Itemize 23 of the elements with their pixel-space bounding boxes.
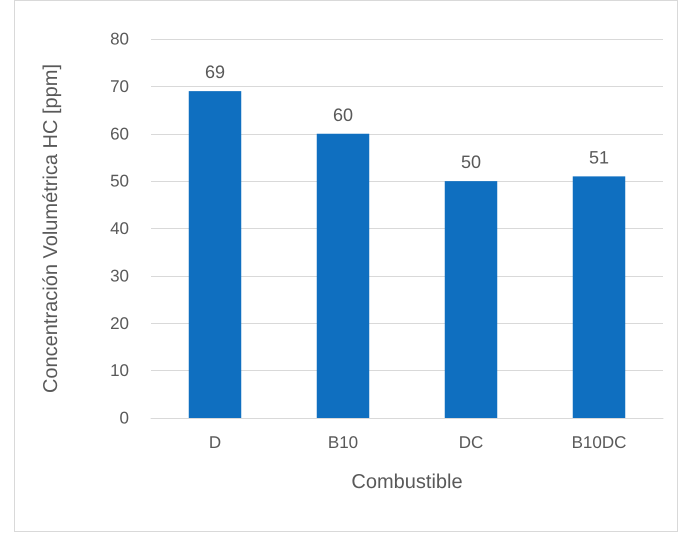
data-label: 60: [332, 104, 354, 125]
y-tick-label: 40: [110, 219, 129, 238]
bar: [188, 91, 242, 418]
x-tick-label: B10: [328, 433, 358, 452]
x-tick-label: B10DC: [572, 433, 626, 452]
data-label: 69: [204, 62, 226, 82]
y-axis-title: Concentración Volumétrica HC [ppm]: [40, 64, 62, 394]
x-axis-title: Combustible: [351, 471, 463, 493]
y-tick-label: 50: [110, 172, 129, 191]
x-tick-label: D: [208, 433, 222, 452]
y-tick-label: 60: [110, 124, 129, 144]
bar: [572, 176, 626, 418]
bar: [316, 134, 370, 418]
y-tick-label: 80: [110, 30, 129, 48]
y-tick-label: 0: [120, 408, 129, 428]
x-tick-label: DC: [458, 433, 484, 452]
y-tick-label: 10: [110, 361, 129, 380]
y-tick-label: 20: [110, 314, 129, 333]
y-tick-label: 30: [110, 266, 129, 286]
y-tick-label: 70: [110, 76, 129, 96]
bar: [444, 181, 498, 418]
data-label: 50: [460, 152, 482, 172]
data-label: 51: [588, 147, 610, 168]
